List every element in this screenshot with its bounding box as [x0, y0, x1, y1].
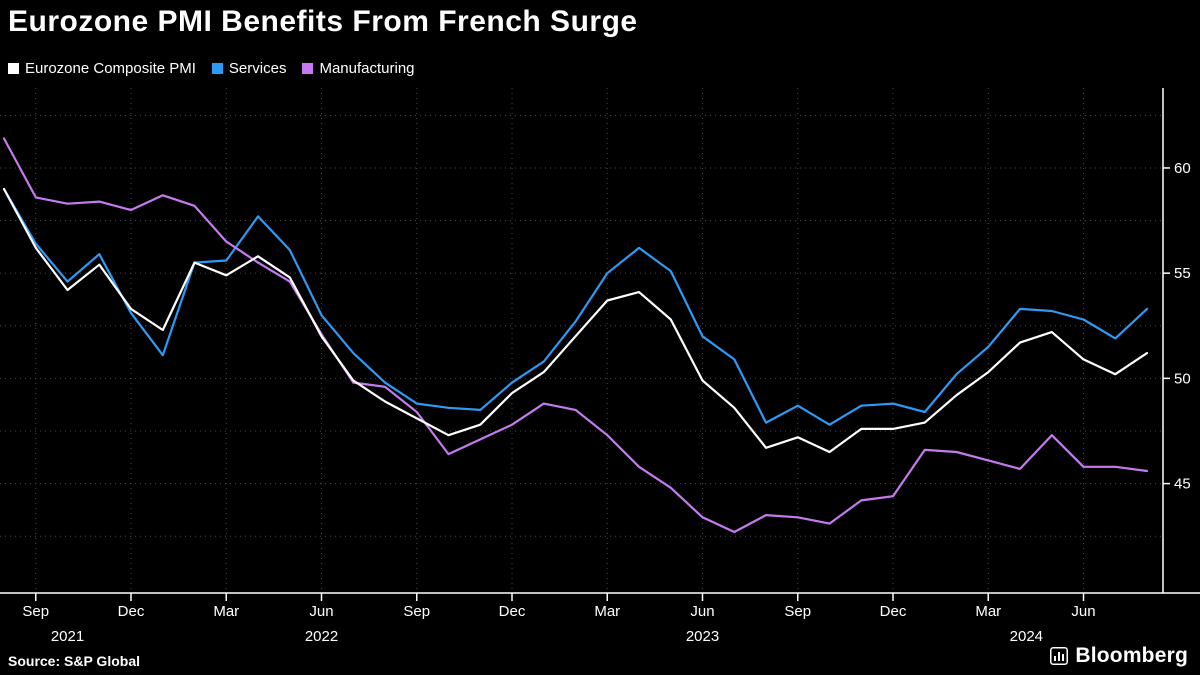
- svg-text:50: 50: [1174, 370, 1191, 387]
- chart-title: Eurozone PMI Benefits From French Surge: [8, 5, 638, 38]
- svg-text:Sep: Sep: [403, 603, 430, 620]
- svg-text:Dec: Dec: [118, 603, 145, 620]
- svg-text:Mar: Mar: [213, 603, 239, 620]
- chart-legend: Eurozone Composite PMI Services Manufact…: [8, 60, 431, 77]
- svg-text:2022: 2022: [305, 628, 338, 645]
- y-axis-labels: 45 50 55 60: [1163, 160, 1191, 493]
- series-line-manufacturing: [2, 137, 1149, 534]
- svg-text:Dec: Dec: [499, 603, 526, 620]
- legend-swatch-composite: [8, 63, 19, 74]
- svg-text:45: 45: [1174, 476, 1191, 493]
- source-credit: Source: S&P Global: [8, 653, 140, 669]
- svg-text:Sep: Sep: [22, 603, 49, 620]
- axis-lines: [0, 88, 1200, 594]
- svg-text:Sep: Sep: [784, 603, 811, 620]
- svg-text:Jun: Jun: [309, 603, 333, 620]
- legend-item-composite: Eurozone Composite PMI: [8, 60, 196, 77]
- vertical-gridlines: [35, 88, 1084, 593]
- svg-text:Mar: Mar: [594, 603, 620, 620]
- legend-swatch-manufacturing: [302, 63, 314, 74]
- series-line-eurozone-composite-pmi: [2, 187, 1149, 454]
- svg-text:Jun: Jun: [690, 603, 714, 620]
- svg-text:2024: 2024: [1010, 628, 1043, 645]
- series-line-services: [2, 187, 1149, 426]
- svg-text:2021: 2021: [51, 628, 84, 645]
- legend-item-manufacturing: Manufacturing: [302, 60, 415, 77]
- legend-swatch-services: [211, 63, 223, 74]
- svg-text:60: 60: [1174, 160, 1191, 177]
- svg-text:Mar: Mar: [975, 603, 1001, 620]
- bloomberg-terminal-icon: [1050, 647, 1069, 665]
- svg-text:Jun: Jun: [1071, 603, 1095, 620]
- legend-label-composite: Eurozone Composite PMI: [25, 60, 196, 77]
- x-year-labels: 2021 2022 2023 2024: [51, 628, 1043, 645]
- legend-label-manufacturing: Manufacturing: [319, 60, 415, 77]
- legend-item-services: Services: [211, 60, 287, 77]
- series-lines: [2, 137, 1149, 534]
- svg-text:55: 55: [1174, 265, 1191, 282]
- svg-text:2023: 2023: [686, 628, 719, 645]
- x-month-labels: Sep Dec Mar Jun Sep Dec Mar Jun Sep Dec Mar Jun: [22, 603, 1095, 620]
- svg-text:Dec: Dec: [880, 603, 907, 620]
- legend-label-services: Services: [228, 60, 287, 77]
- bloomberg-logo: Bloomberg: [1050, 644, 1188, 668]
- x-tick-marks: [35, 593, 1085, 601]
- bloomberg-wordmark: Bloomberg: [1075, 644, 1188, 667]
